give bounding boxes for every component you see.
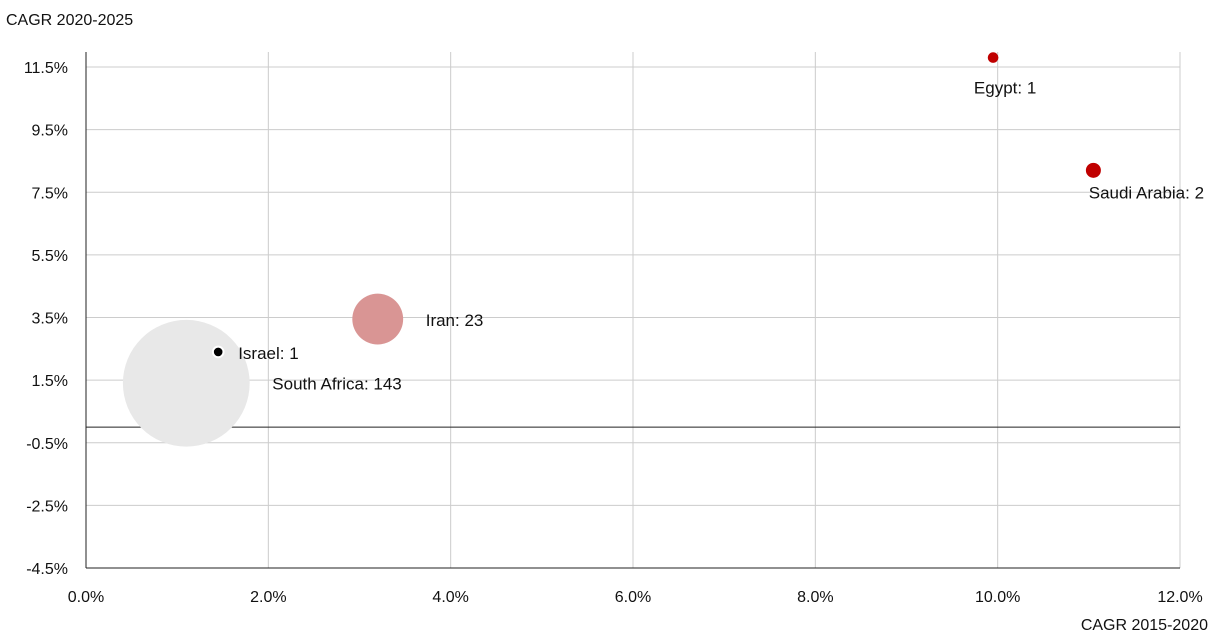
y-tick-label: 1.5%: [32, 373, 68, 390]
x-tick-label: 0.0%: [68, 589, 104, 606]
x-axis-title: CAGR 2015-2020: [1081, 617, 1208, 634]
x-tick-label: 12.0%: [1157, 589, 1202, 606]
x-tick-label: 6.0%: [615, 589, 651, 606]
data-points: [122, 52, 1101, 447]
x-tick-label: 8.0%: [797, 589, 833, 606]
y-tick-label: -4.5%: [26, 561, 68, 578]
y-tick-label: -0.5%: [26, 436, 68, 453]
x-tick-label: 2.0%: [250, 589, 286, 606]
bubble-israel: [211, 345, 225, 359]
label-israel: Israel: 1: [238, 344, 298, 363]
bubble-saudi-arabia: [1085, 162, 1101, 178]
label-south-africa: South Africa: 143: [272, 374, 401, 393]
gridlines: [86, 52, 1181, 568]
label-egypt: Egypt: 1: [974, 79, 1036, 98]
y-tick-label: 3.5%: [32, 311, 68, 328]
point-labels: Egypt: 1 Saudi Arabia: 2 Iran: 23 Israel: 1…: [238, 79, 1204, 394]
x-tick-label: 10.0%: [975, 589, 1020, 606]
y-tick-label: 5.5%: [32, 248, 68, 265]
tick-labels: 0.0% 2.0% 4.0% 6.0% 8.0% 10.0% 12.0% 11.5% 9.5% 7…: [24, 60, 1203, 606]
bubble-south-africa: [122, 319, 250, 447]
y-tick-label: 7.5%: [32, 185, 68, 202]
bubble-iran: [352, 293, 404, 345]
x-tick-label: 4.0%: [432, 589, 468, 606]
y-tick-label: 9.5%: [32, 123, 68, 140]
bubble-egypt: [987, 52, 999, 63]
axes: [85, 52, 1180, 569]
y-tick-label: -2.5%: [26, 498, 68, 515]
label-iran: Iran: 23: [426, 311, 484, 330]
y-axis-title: CAGR 2020-2025: [6, 12, 133, 29]
y-tick-label: 11.5%: [24, 60, 68, 77]
label-saudi-arabia: Saudi Arabia: 2: [1089, 183, 1204, 202]
